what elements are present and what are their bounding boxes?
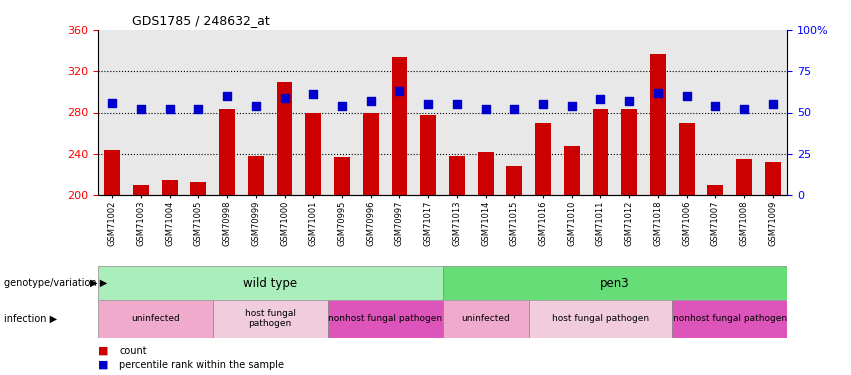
- Point: [565, 103, 579, 109]
- Text: nonhost fungal pathogen: nonhost fungal pathogen: [328, 314, 443, 323]
- Text: uninfected: uninfected: [461, 314, 510, 323]
- Point: [335, 103, 349, 109]
- Point: [594, 96, 608, 102]
- Bar: [528, 300, 672, 338]
- Bar: [191, 182, 206, 195]
- Bar: [506, 166, 523, 195]
- Text: GDS1785 / 248632_at: GDS1785 / 248632_at: [133, 15, 270, 27]
- Bar: [621, 110, 637, 195]
- Bar: [765, 162, 780, 195]
- Bar: [277, 82, 293, 195]
- Text: infection ▶: infection ▶: [4, 314, 57, 324]
- Point: [737, 106, 751, 112]
- Bar: [98, 300, 213, 338]
- Point: [766, 101, 780, 107]
- Point: [450, 101, 464, 107]
- Point: [392, 88, 406, 94]
- Point: [134, 106, 148, 112]
- Bar: [443, 266, 787, 300]
- Bar: [162, 180, 178, 195]
- Bar: [592, 110, 608, 195]
- Bar: [306, 112, 321, 195]
- Bar: [477, 152, 494, 195]
- Text: wild type: wild type: [243, 277, 297, 290]
- Bar: [736, 159, 752, 195]
- Point: [364, 98, 378, 104]
- Bar: [650, 54, 665, 195]
- Text: nonhost fungal pathogen: nonhost fungal pathogen: [672, 314, 787, 323]
- Text: genotype/variation ▶: genotype/variation ▶: [4, 278, 107, 288]
- Bar: [707, 185, 723, 195]
- Point: [651, 90, 665, 96]
- Bar: [679, 123, 694, 195]
- Bar: [564, 146, 580, 195]
- Point: [536, 101, 550, 107]
- Bar: [220, 110, 235, 195]
- Point: [277, 94, 291, 100]
- Text: count: count: [119, 346, 146, 355]
- Bar: [443, 300, 528, 338]
- Text: pen3: pen3: [600, 277, 630, 290]
- Bar: [248, 156, 264, 195]
- Point: [622, 98, 636, 104]
- Bar: [391, 57, 408, 195]
- Bar: [98, 266, 443, 300]
- Bar: [334, 157, 350, 195]
- Text: host fungal pathogen: host fungal pathogen: [552, 314, 649, 323]
- Bar: [213, 300, 328, 338]
- Text: uninfected: uninfected: [131, 314, 180, 323]
- Bar: [449, 156, 465, 195]
- Point: [163, 106, 176, 112]
- Text: ▶: ▶: [90, 278, 98, 288]
- Bar: [420, 115, 436, 195]
- Point: [220, 93, 234, 99]
- Point: [709, 103, 722, 109]
- Point: [507, 106, 521, 112]
- Text: ■: ■: [98, 346, 108, 355]
- Point: [479, 106, 493, 112]
- Bar: [535, 123, 551, 195]
- Bar: [328, 300, 443, 338]
- Bar: [105, 150, 120, 195]
- Point: [680, 93, 694, 99]
- Point: [249, 103, 263, 109]
- Text: host fungal
pathogen: host fungal pathogen: [245, 309, 295, 328]
- Point: [191, 106, 205, 112]
- Text: ■: ■: [98, 360, 108, 369]
- Point: [106, 100, 119, 106]
- Text: percentile rank within the sample: percentile rank within the sample: [119, 360, 284, 369]
- Bar: [133, 185, 149, 195]
- Bar: [672, 300, 787, 338]
- Point: [421, 101, 435, 107]
- Bar: [363, 112, 379, 195]
- Point: [306, 92, 320, 98]
